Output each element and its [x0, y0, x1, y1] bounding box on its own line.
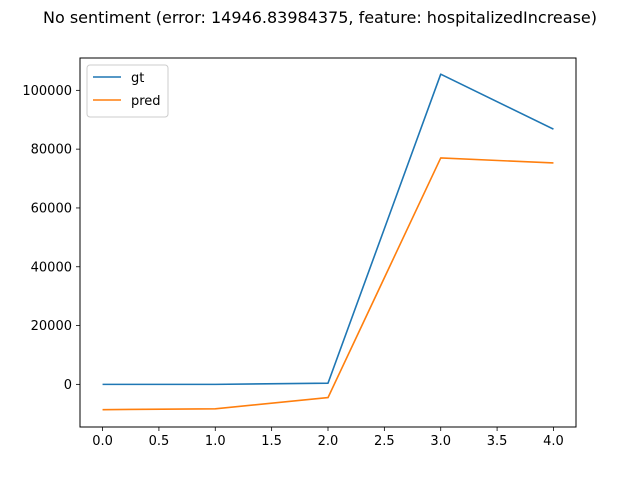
x-tick-label: 2.5 [374, 434, 395, 449]
y-tick-label: 20000 [31, 319, 72, 334]
y-axis: 0 20000 40000 60000 80000 100000 [22, 84, 80, 393]
legend-label-gt: gt [131, 71, 144, 86]
x-tick-label: 2.0 [318, 434, 339, 449]
y-tick-label: 100000 [22, 84, 72, 99]
x-tick-label: 0.0 [92, 434, 113, 449]
series-line-pred [102, 157, 554, 411]
x-tick-label: 3.5 [487, 434, 508, 449]
legend-box [86, 64, 169, 118]
x-tick-label: 4.0 [543, 434, 564, 449]
legend-label-pred: pred [131, 94, 161, 109]
chart-title: No sentiment (error: 14946.83984375, fea… [43, 8, 597, 27]
x-tick-label: 1.0 [205, 434, 226, 449]
y-tick-label: 60000 [31, 201, 72, 216]
x-tick-label: 3.0 [430, 434, 451, 449]
legend: gt pred [86, 64, 169, 118]
x-tick-label: 1.5 [261, 434, 282, 449]
x-tick-label: 0.5 [149, 434, 170, 449]
x-axis: 0.0 0.5 1.0 1.5 2.0 2.5 3.0 3.5 4.0 [92, 427, 564, 449]
y-tick-label: 0 [64, 378, 72, 393]
y-tick-label: 80000 [31, 143, 72, 158]
y-tick-label: 40000 [31, 260, 72, 275]
series-group [102, 73, 554, 411]
series-line-gt [102, 73, 554, 386]
